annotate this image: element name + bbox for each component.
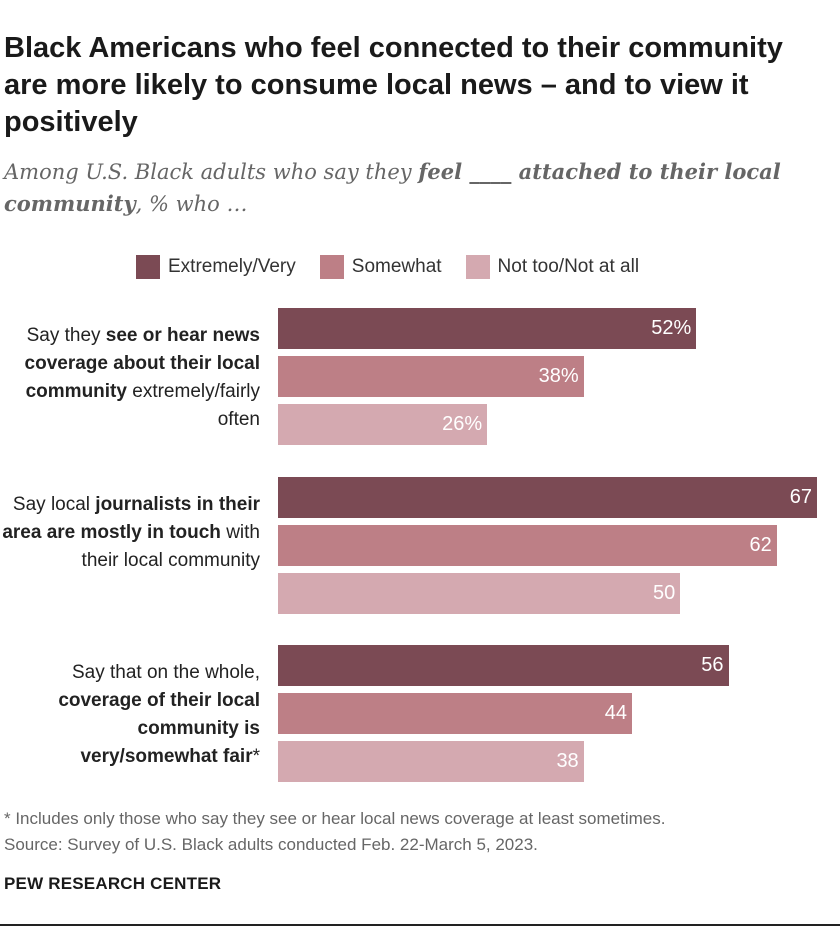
legend-label-somewhat: Somewhat [351, 256, 442, 277]
category-label-2: Say local journalists in their area are … [0, 491, 260, 575]
bar-extremely-very-3 [278, 645, 729, 686]
chart-legend: Extremely/Very Somewhat Not too/Not at a… [136, 254, 663, 280]
category-label-1-segment-3: extremely/fairly often [126, 381, 260, 430]
bar-extremely-very-1 [278, 308, 697, 349]
legend-label-not-too: Not too/Not at all [497, 256, 640, 277]
chart-subtitle: Among U.S. Black adults who say they fee… [4, 156, 829, 220]
bar-value-label-extremely-very-2: 67 [789, 486, 812, 508]
bar-value-label-not-too-1: 26% [442, 413, 483, 435]
bar-extremely-very-2 [278, 477, 817, 518]
subtitle-bold: feel ____ attached to their local commun… [4, 159, 781, 216]
category-label-1: Say they see or hear news coverage about… [0, 322, 260, 434]
legend-swatch-somewhat [319, 255, 344, 279]
bar-value-label-not-too-2: 50 [652, 582, 676, 604]
bar-somewhat-3 [278, 693, 632, 734]
bar-not-too-1 [278, 404, 488, 445]
subtitle-part1: Among U.S. Black adults who say they [4, 160, 419, 184]
footnote: * Includes only those who say they see o… [4, 809, 666, 828]
bar-not-too-2 [278, 573, 681, 614]
subtitle-part2: , % who … [135, 192, 248, 216]
legend-swatch-not-too [465, 255, 490, 279]
legend-item-extremely-very: Extremely/Very [136, 255, 296, 279]
source-note: Source: Survey of U.S. Black adults cond… [4, 835, 538, 854]
legend-label-extremely-very: Extremely/Very [168, 256, 296, 277]
bar-value-label-extremely-very-3: 56 [701, 654, 724, 676]
bar-somewhat-2 [278, 525, 777, 566]
bar-somewhat-1 [278, 356, 584, 397]
bar-value-label-somewhat-3: 44 [604, 702, 627, 724]
category-label-2-segment-2: journalists in their area are mostly in … [2, 494, 260, 543]
category-label-3-segment-2: coverage of their local community is ver… [58, 690, 260, 767]
category-label-3-segment-3: * [252, 746, 260, 767]
bar-value-label-extremely-very-1: 52% [651, 317, 692, 339]
bar-value-label-somewhat-1: 38% [538, 365, 579, 387]
chart-title: Black Americans who feel connected to th… [4, 32, 783, 138]
category-label-3-segment-1: Say that on the whole, [71, 662, 260, 683]
legend-item-not-too: Not too/Not at all [465, 255, 640, 279]
bar-not-too-3 [278, 741, 584, 782]
brand-logo-text: PEW RESEARCH CENTER [4, 874, 222, 893]
bar-value-label-somewhat-2: 62 [749, 534, 772, 556]
category-label-1-segment-2: see or hear news coverage about their lo… [24, 325, 260, 402]
category-label-3: Say that on the whole, coverage of their… [0, 659, 260, 771]
bar-value-label-not-too-3: 38 [556, 750, 579, 772]
legend-item-somewhat: Somewhat [319, 255, 442, 279]
legend-swatch-extremely-very [136, 255, 160, 279]
category-label-1-segment-1: Say they [26, 325, 106, 346]
bottom-divider [0, 924, 840, 926]
category-label-2-segment-1: Say local [12, 494, 96, 515]
category-label-2-segment-3: with their local community [81, 522, 260, 571]
